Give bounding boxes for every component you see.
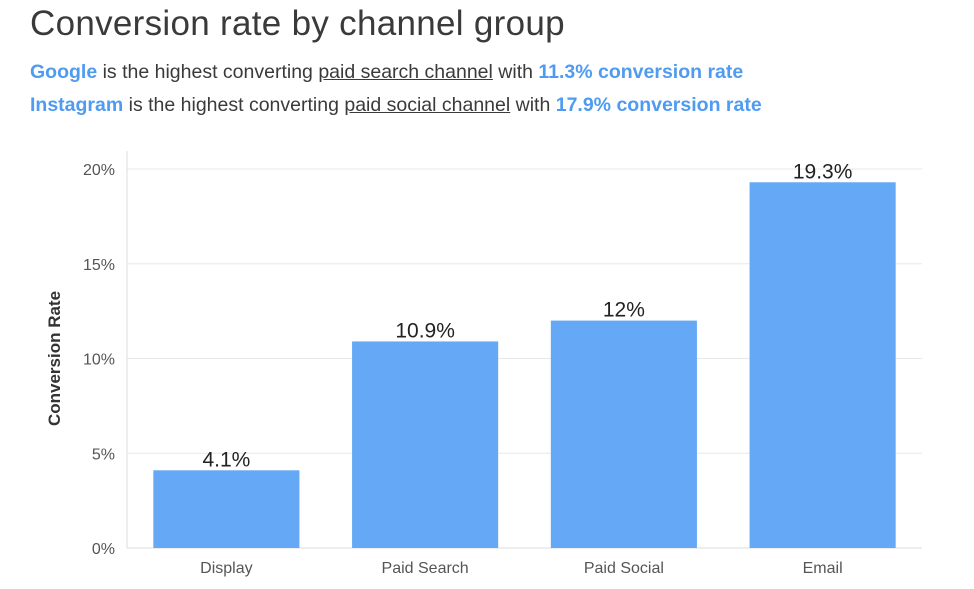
data-label: 10.9%	[395, 319, 455, 342]
x-tick-label: Display	[200, 560, 252, 577]
subtitle-line-1: Google is the highest converting paid se…	[30, 61, 743, 84]
tick-labels: 0% 5% 10% 15% 20% Display Paid Search Paid Soci…	[83, 162, 843, 577]
data-label: 19.3%	[793, 160, 853, 183]
y-tick-label: 0%	[92, 541, 115, 558]
y-tick-label: 5%	[92, 446, 115, 463]
subtitle-1-text2: with	[492, 61, 539, 83]
subtitle-1-text1: is the highest converting	[97, 61, 319, 83]
subtitle-2-highlight: Instagram	[30, 94, 124, 116]
bar-display	[153, 470, 300, 548]
x-tick-label: Paid Search	[382, 560, 469, 577]
y-tick-label: 10%	[83, 352, 115, 369]
subtitle-line-2: Instagram is the highest converting paid…	[30, 94, 762, 117]
subtitle-2-underline: paid social channel	[344, 94, 511, 116]
data-label: 4.1%	[202, 448, 250, 471]
bar-email	[749, 182, 896, 548]
y-tick-label: 15%	[83, 257, 115, 274]
chart-title: Conversion rate by channel group	[30, 4, 565, 43]
subtitle-1-stat: 11.3% conversion rate	[538, 61, 744, 83]
subtitle-1-highlight: Google	[30, 61, 98, 83]
y-tick-label: 20%	[83, 162, 115, 179]
bar-paid-search	[352, 341, 499, 548]
subtitle-2-text1: is the highest converting	[123, 94, 345, 116]
subtitle-2-stat: 17.9% conversion rate	[555, 94, 762, 116]
bars	[153, 182, 896, 548]
subtitle-1-underline: paid search channel	[318, 61, 493, 83]
data-label: 12%	[603, 299, 645, 322]
y-axis-label: Conversion Rate	[45, 291, 64, 426]
x-tick-label: Email	[803, 560, 843, 577]
subtitle-2-text2: with	[510, 94, 556, 116]
x-tick-label: Paid Social	[584, 560, 664, 577]
data-labels: 4.1% 10.9% 12% 19.3%	[202, 160, 852, 471]
bar-paid-social	[550, 320, 697, 548]
